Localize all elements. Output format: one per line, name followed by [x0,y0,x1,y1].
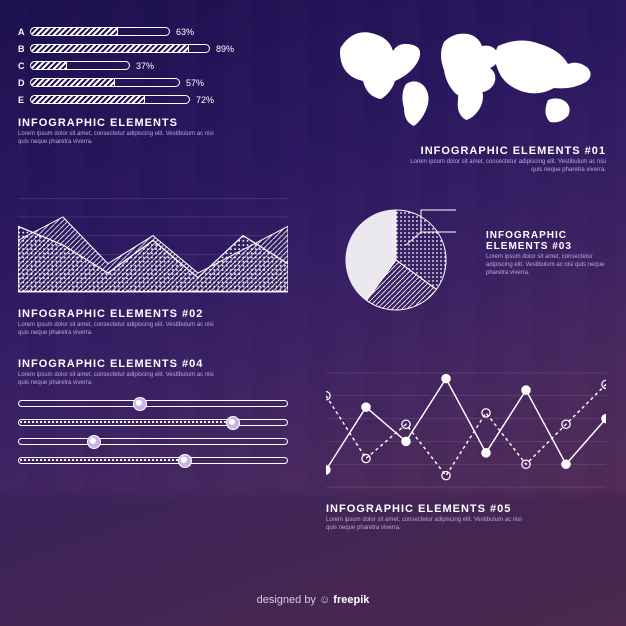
area-chart-svg [18,195,288,295]
footer-text: designed by [257,594,316,606]
pie-title: INFOGRAPHIC ELEMENTS #03 [486,230,606,252]
pie-label-block: INFOGRAPHIC ELEMENTS #03 Lorem ipsum dol… [486,230,606,277]
slider-track[interactable] [18,419,288,426]
area-sub: Lorem ipsum dolor sit amet, consectetur … [18,322,218,338]
hbar-track [30,44,210,53]
hbar-row: C 37% [18,58,288,73]
hbar-sub: Lorem ipsum dolor sit amet, consectetur … [18,131,218,147]
sliders-sub: Lorem ipsum dolor sit amet, consectetur … [18,372,218,388]
hbar-letter: B [18,44,30,54]
hbar-track [30,61,130,70]
slider-row [18,457,288,464]
area-title: INFOGRAPHIC ELEMENTS #02 [18,308,288,320]
hbar-track [30,78,180,87]
hbar-row: A 63% [18,24,288,39]
slider-knob[interactable] [226,416,240,430]
hbar-value: 63% [176,27,194,37]
line-sub: Lorem ipsum dolor sit amet, consectetur … [326,517,526,533]
hbar-row: B 89% [18,41,288,56]
hbar-letter: D [18,78,30,88]
pie-chart-svg [336,200,456,320]
hbar-row: E 72% [18,92,288,107]
slider-knob[interactable] [133,397,147,411]
slider-knob[interactable] [178,454,192,468]
slider-row [18,419,288,426]
map-title: INFOGRAPHIC ELEMENTS #01 [326,145,606,157]
slider-track[interactable] [18,457,288,464]
slider-row [18,438,288,445]
slider-track[interactable] [18,400,288,407]
hbar-letter: C [18,61,30,71]
hbar-row: D 57% [18,75,288,90]
freepik-logo-icon: ☺ [319,594,330,606]
line-chart-svg [326,370,606,490]
hbar-value: 72% [196,95,214,105]
hbar-value: 89% [216,44,234,54]
map-sub: Lorem ipsum dolor sit amet, consectetur … [406,159,606,175]
footer: designed by ☺ freepik [0,594,626,606]
hbar-track [30,95,190,104]
hbar-chart: A 63% B 89% C 37% D 57% E 72% INFOGRAPHIC ELEMENT… [18,24,288,147]
hbar-letter: A [18,27,30,37]
hbar-value: 37% [136,61,154,71]
hbar-title: INFOGRAPHIC ELEMENTS [18,117,288,129]
line-chart: INFOGRAPHIC ELEMENTS #05 Lorem ipsum dol… [326,370,606,533]
hbar-letter: E [18,95,30,105]
footer-brand: freepik [333,594,369,606]
sliders-title: INFOGRAPHIC ELEMENTS #04 [18,358,288,370]
slider-knob[interactable] [87,435,101,449]
area-chart: INFOGRAPHIC ELEMENTS #02 Lorem ipsum dol… [18,195,288,338]
hbar-value: 57% [186,78,204,88]
world-map: INFOGRAPHIC ELEMENTS #01 Lorem ipsum dol… [326,22,606,175]
slider-track[interactable] [18,438,288,445]
slider-block: INFOGRAPHIC ELEMENTS #04 Lorem ipsum dol… [18,358,288,476]
line-title: INFOGRAPHIC ELEMENTS #05 [326,503,606,515]
hbar-track [30,27,170,36]
slider-row [18,400,288,407]
world-map-svg [326,22,606,132]
pie-sub: Lorem ipsum dolor sit amet, consectetur … [486,254,606,277]
pie-chart [336,200,476,325]
